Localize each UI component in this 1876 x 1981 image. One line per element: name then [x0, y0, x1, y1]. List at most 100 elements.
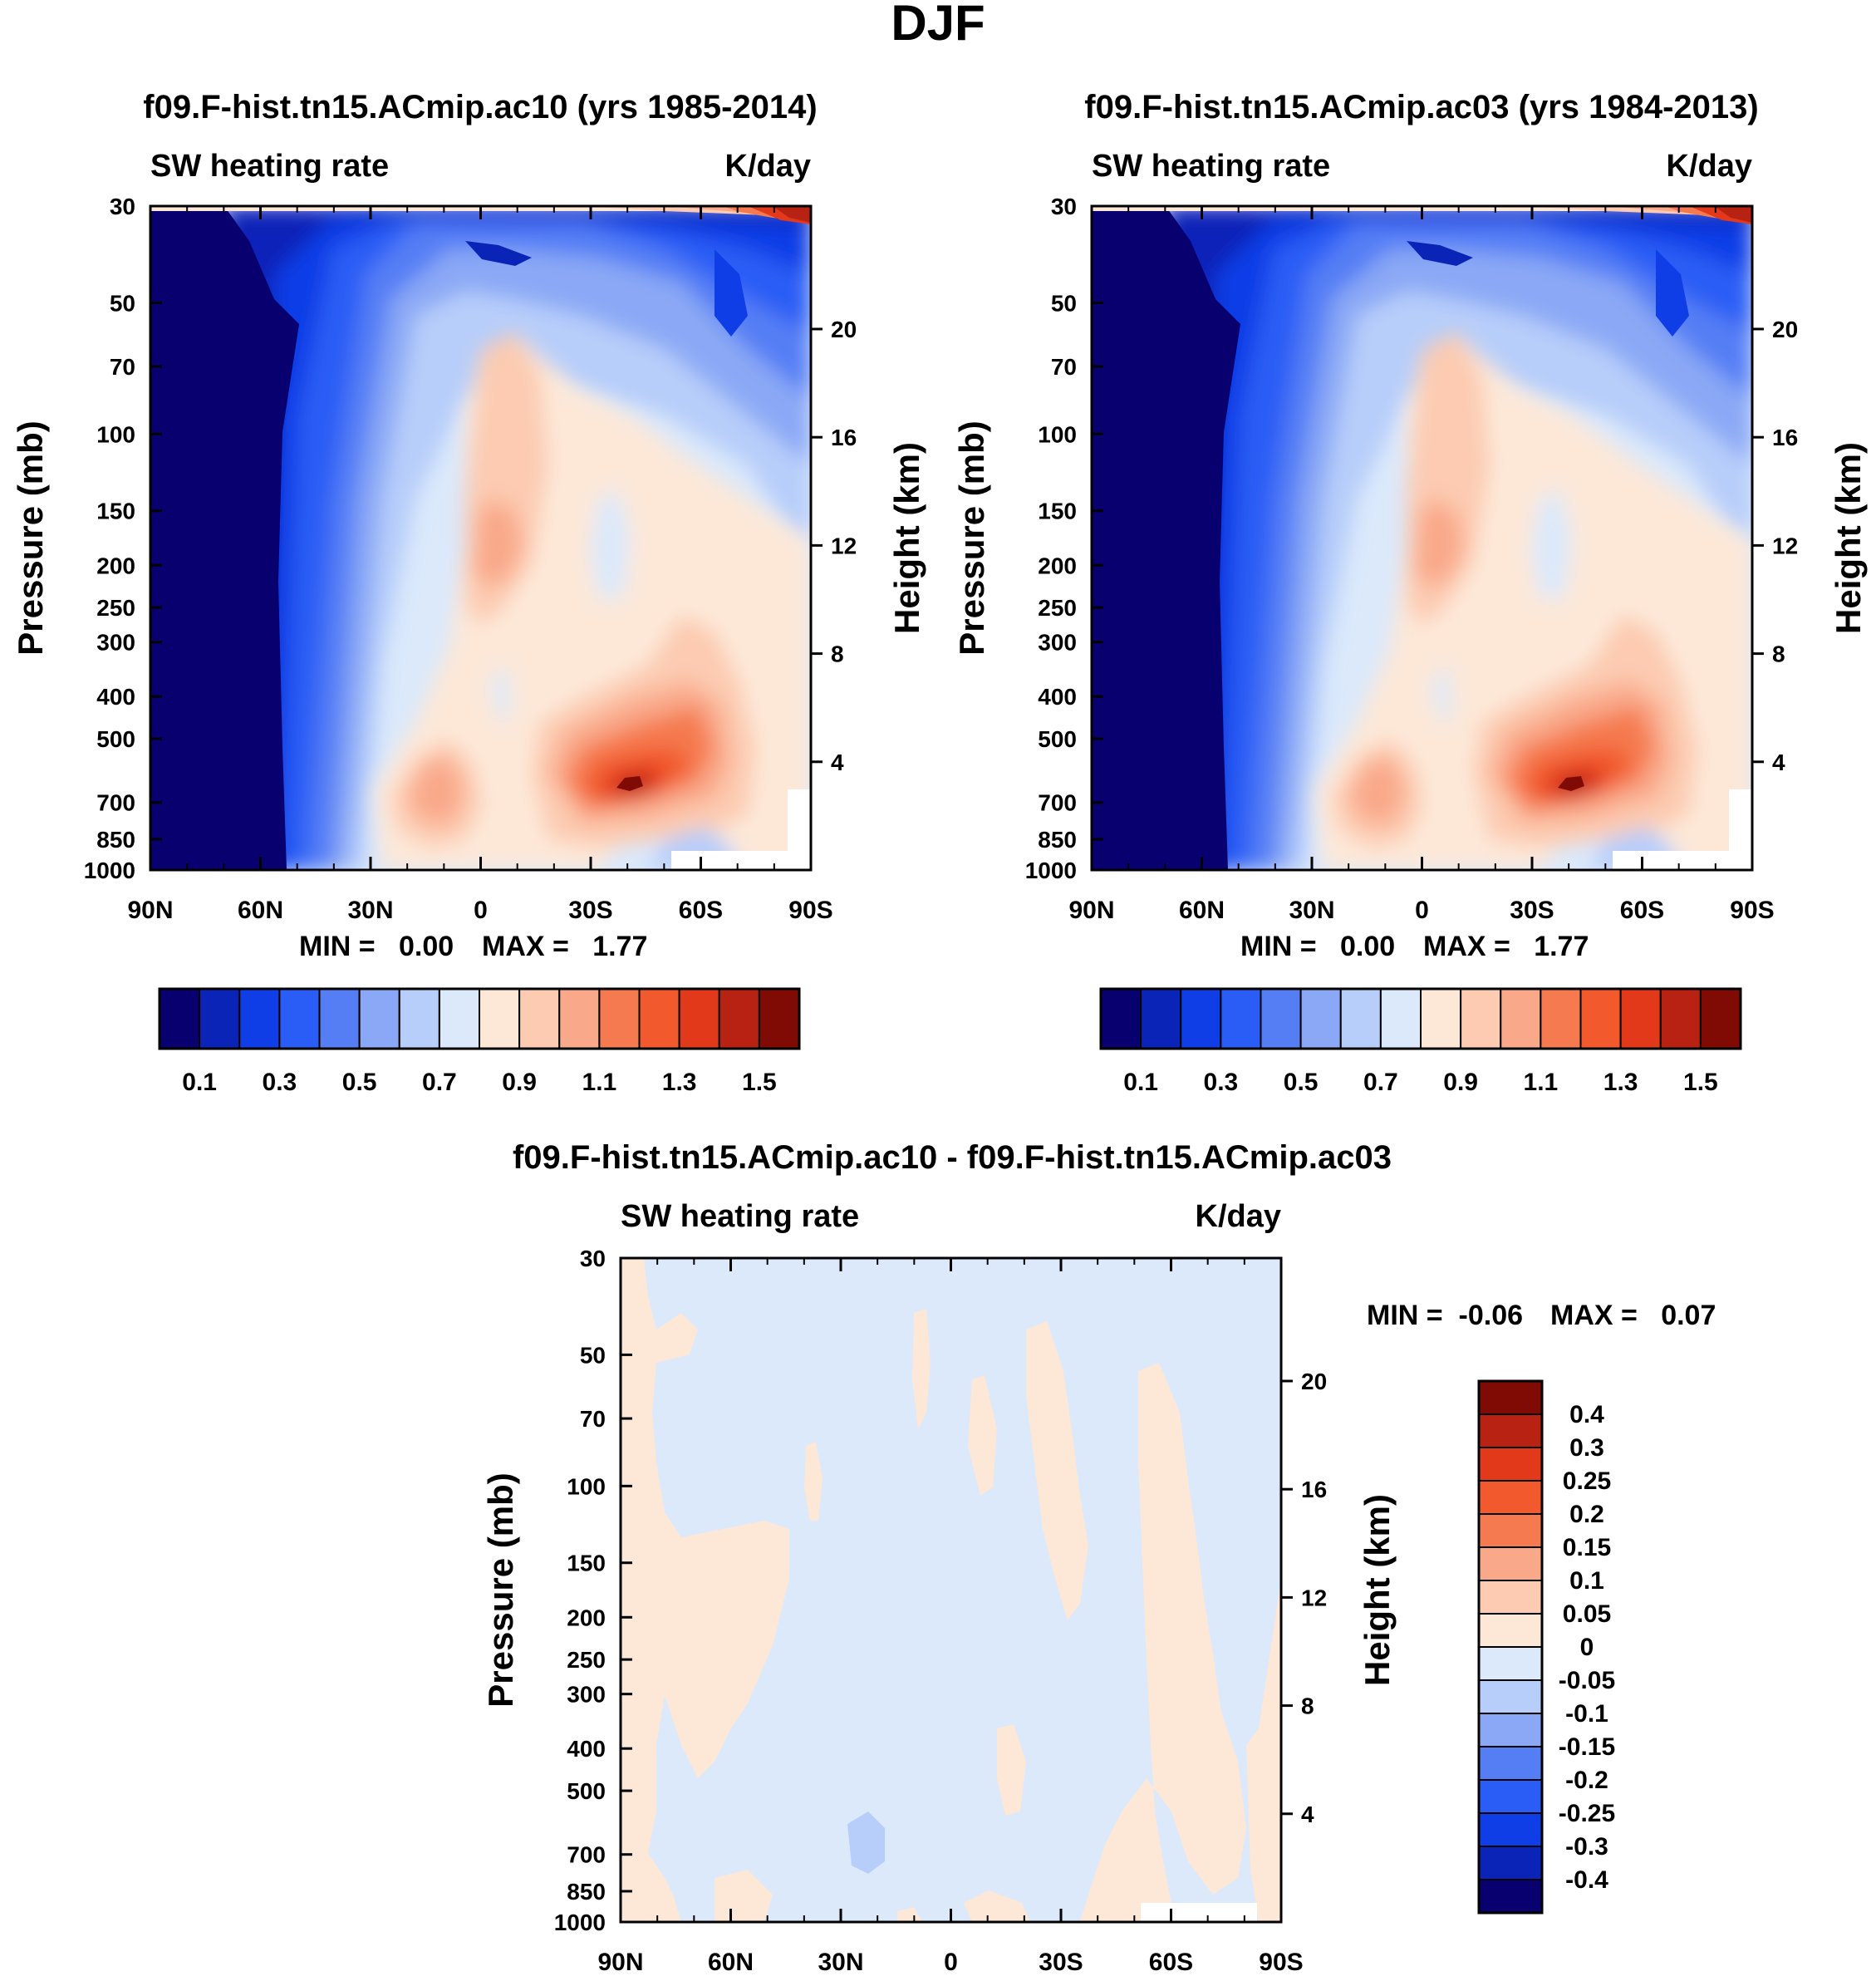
x-tick-label: 90N	[597, 1949, 643, 1976]
colorbar-box	[1220, 988, 1262, 1049]
colorbar-box	[199, 988, 241, 1049]
y-tick-label: 500	[96, 726, 135, 752]
colorbar-label: -0.25	[1559, 1800, 1615, 1827]
colorbar-box	[438, 988, 480, 1049]
colorbar-box	[1619, 988, 1662, 1049]
y-tick-label: 100	[567, 1473, 606, 1499]
y-axis-title: Pressure (mb)	[11, 420, 50, 655]
height-tick-label: 12	[831, 533, 857, 558]
colorbar-box	[159, 988, 201, 1049]
colorbar-box	[518, 988, 561, 1049]
height-tick-label: 12	[1772, 533, 1798, 558]
colorbar-box	[479, 988, 521, 1049]
x-tick-label: 30N	[347, 897, 393, 924]
colorbar-label: -0.4	[1565, 1866, 1608, 1894]
panel-ac10: f09.F-hist.tn15.ACmip.ac10 (yrs 1985-201…	[11, 89, 926, 1096]
y-tick-label: 400	[1038, 684, 1077, 710]
colorbar-box	[1460, 988, 1502, 1049]
x-tick-label: 60S	[679, 897, 723, 924]
height-tick-label: 4	[1772, 750, 1785, 775]
colorbar-frame	[158, 987, 801, 1050]
y-tick-label: 1000	[554, 1910, 606, 1935]
y-tick-label: 30	[1051, 194, 1077, 219]
y-tick-label: 1000	[1025, 858, 1077, 883]
colorbar-label: 0.7	[1363, 1069, 1398, 1096]
colorbar-box	[598, 988, 641, 1049]
colorbar-box	[638, 988, 680, 1049]
y-tick-label: 70	[580, 1406, 606, 1432]
colorbar-label: 1.1	[1524, 1069, 1559, 1096]
x-tick-label: 30S	[568, 897, 612, 924]
contour-field	[1092, 206, 1752, 870]
colorbar-label: 0.3	[263, 1069, 297, 1096]
min-label: MIN = 0.00	[1240, 931, 1395, 962]
colorbar-box	[1180, 988, 1222, 1049]
y-tick-label: 50	[580, 1342, 606, 1368]
y-tick-label: 300	[567, 1682, 606, 1708]
colorbar-label: 0.3	[1204, 1069, 1239, 1096]
variable-label: SW heating rate	[1092, 149, 1330, 184]
x-tick-label: 60N	[708, 1949, 754, 1976]
y-tick-label: 50	[110, 290, 135, 316]
y-tick-label: 100	[96, 421, 135, 447]
y-tick-label: 30	[110, 194, 135, 219]
colorbar-label: 1.5	[1683, 1069, 1718, 1096]
x-tick-label: 30S	[1510, 897, 1554, 924]
colorbar-box	[1478, 1646, 1543, 1681]
max-label: MAX = 1.77	[482, 931, 647, 962]
figure-title: DJF	[891, 0, 985, 51]
colorbar-label: 0.3	[1569, 1434, 1604, 1462]
y-tick-label: 200	[96, 553, 135, 578]
height-tick-label: 4	[1301, 1802, 1314, 1827]
x-tick-label: 0	[944, 1949, 958, 1976]
x-tick-label: 30N	[1289, 897, 1334, 924]
height-tick-label: 8	[831, 641, 844, 667]
y-tick-label: 250	[1038, 595, 1077, 621]
colorbar-label: 1.1	[582, 1069, 617, 1096]
y-tick-label: 850	[1038, 827, 1077, 853]
panel-ac03: f09.F-hist.tn15.ACmip.ac03 (yrs 1984-201…	[952, 89, 1868, 1096]
colorbar-box	[558, 988, 601, 1049]
panel-difference: f09.F-hist.tn15.ACmip.ac10 - f09.F-hist.…	[481, 1139, 1716, 1976]
y-tick-label: 850	[96, 827, 135, 853]
colorbar-box	[1478, 1480, 1543, 1515]
colorbar-label: 1.3	[1603, 1069, 1638, 1096]
height-axis-title: Height (km)	[1358, 1494, 1397, 1686]
colorbar-label: -0.05	[1559, 1667, 1615, 1694]
colorbar-box	[318, 988, 361, 1049]
colorbar-box	[1478, 1746, 1543, 1781]
height-tick-label: 4	[831, 750, 844, 775]
colorbar-label: 0.5	[342, 1069, 377, 1096]
colorbar-box	[1100, 988, 1142, 1049]
y-tick-label: 200	[567, 1605, 606, 1630]
height-tick-label: 20	[831, 317, 857, 342]
panel-title: f09.F-hist.tn15.ACmip.ac03 (yrs 1984-201…	[1084, 89, 1758, 125]
height-tick-label: 16	[1772, 425, 1798, 450]
y-tick-label: 700	[1038, 790, 1077, 816]
y-tick-label: 850	[567, 1879, 606, 1905]
y-tick-label: 400	[567, 1736, 606, 1762]
y-tick-label: 250	[96, 595, 135, 621]
y-tick-label: 300	[1038, 630, 1077, 656]
colorbar-label: 0.9	[1443, 1069, 1478, 1096]
colorbar-box	[278, 988, 321, 1049]
colorbar-box	[1699, 988, 1741, 1049]
x-tick-label: 60S	[1620, 897, 1664, 924]
colorbar-label: 0.4	[1569, 1401, 1604, 1428]
colorbar-label: 0.9	[502, 1069, 537, 1096]
y-tick-label: 70	[110, 354, 135, 380]
colorbar-box	[398, 988, 440, 1049]
variable-label: SW heating rate	[150, 149, 389, 184]
colorbar-box	[1299, 988, 1342, 1049]
units-label: K/day	[1196, 1199, 1281, 1234]
x-tick-label: 90S	[1259, 1949, 1303, 1976]
colorbar: 0.4 0.3 0.25 0.2 0.15 0.1 0.05 0 -0.05 -0.1 -0.15 -…	[1477, 1379, 1615, 1915]
x-tick-label: 30N	[818, 1949, 863, 1976]
colorbar-label: -0.15	[1559, 1733, 1615, 1761]
height-tick-label: 12	[1301, 1585, 1327, 1610]
colorbar-box	[1478, 1513, 1543, 1548]
x-tick-label: 60N	[238, 897, 283, 924]
colorbar-label: 0.05	[1563, 1600, 1611, 1628]
y-tick-label: 150	[96, 499, 135, 524]
